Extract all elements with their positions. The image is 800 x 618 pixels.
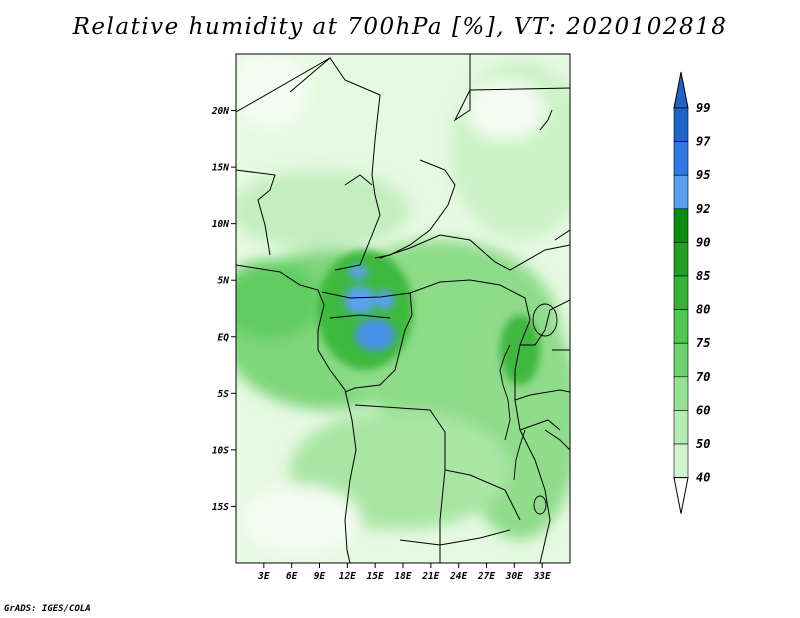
colorbar-segment [673, 208, 689, 243]
colorbar: 99 97 95 92 90 85 80 75 70 60 50 40 [673, 71, 711, 514]
lon-tick-label: 12E [339, 571, 356, 582]
field-blue-4 [376, 290, 394, 310]
field-sahel [236, 170, 410, 250]
lat-tick-label: 15S [212, 502, 229, 513]
lon-tick-label: 27E [477, 571, 495, 582]
colorbar-label: 75 [696, 336, 710, 350]
field-coast [236, 260, 320, 340]
colorbar-segment [673, 309, 689, 344]
lat-tick-label: 20N [211, 106, 229, 117]
lon-tick-label: 3E [257, 571, 270, 582]
lon-tick-label: 21E [421, 571, 439, 582]
humidity-field [236, 54, 570, 563]
colorbar-label: 99 [696, 101, 710, 115]
colorbar-label: 95 [696, 168, 710, 182]
colorbar-label: 70 [696, 370, 710, 384]
lon-tick-label: 30E [505, 571, 523, 582]
lon-tick-label: 18E [394, 571, 411, 582]
lon-tick-label: 9E [314, 571, 326, 582]
colorbar-segment [673, 242, 689, 277]
lat-tick-label: 10S [212, 445, 229, 456]
colorbar-segment [673, 342, 689, 378]
colorbar-segment [673, 410, 689, 445]
longitude-axis: 3E 6E 9E 12E 15E 18E 21E 24E 27E 30E 33E [257, 563, 551, 582]
credit-text: GrADS: IGES/COLA [4, 604, 91, 614]
field-lake-green [500, 315, 540, 385]
lon-tick-label: 6E [286, 571, 298, 582]
country-borders [236, 54, 570, 563]
field-n-dry [465, 80, 545, 140]
field-nw-dry [236, 54, 310, 130]
lat-tick-label: EQ [218, 332, 230, 343]
lat-tick-label: 10N [212, 219, 229, 230]
colorbar-segment [673, 141, 689, 176]
colorbar-label: 50 [696, 437, 710, 451]
colorbar-segment [673, 174, 689, 210]
field-blue-3 [348, 265, 368, 279]
colorbar-segment [673, 107, 689, 142]
lakes [499, 303, 558, 515]
colorbar-label: 85 [696, 269, 710, 283]
colorbar-label: 90 [696, 235, 710, 249]
colorbar-bottom-arrow [673, 477, 689, 514]
field-blue-1 [344, 286, 376, 314]
lon-tick-label: 24E [449, 571, 467, 582]
colorbar-segment [673, 275, 689, 310]
lat-tick-label: 5N [218, 276, 230, 287]
colorbar-segment [673, 443, 689, 478]
lon-tick-label: 33E [533, 571, 551, 582]
colorbar-top-arrow [673, 71, 689, 109]
latitude-axis: 20N 15N 10N 5N EQ 5S 10S 15S [211, 106, 236, 513]
field-sw-dry [240, 485, 360, 555]
colorbar-label: 60 [696, 403, 710, 417]
colorbar-label: 40 [696, 471, 710, 485]
field-blue-2 [355, 319, 395, 351]
colorbar-label: 80 [696, 303, 710, 317]
lon-tick-label: 15E [367, 571, 384, 582]
lat-tick-label: 15N [212, 163, 229, 174]
colorbar-label: 97 [696, 135, 711, 149]
lat-tick-label: 5S [218, 389, 230, 400]
colorbar-segment [673, 376, 689, 411]
chart-title: Relative humidity at 700hPa [%], VT: 202… [72, 14, 728, 40]
colorbar-label: 92 [696, 202, 710, 216]
